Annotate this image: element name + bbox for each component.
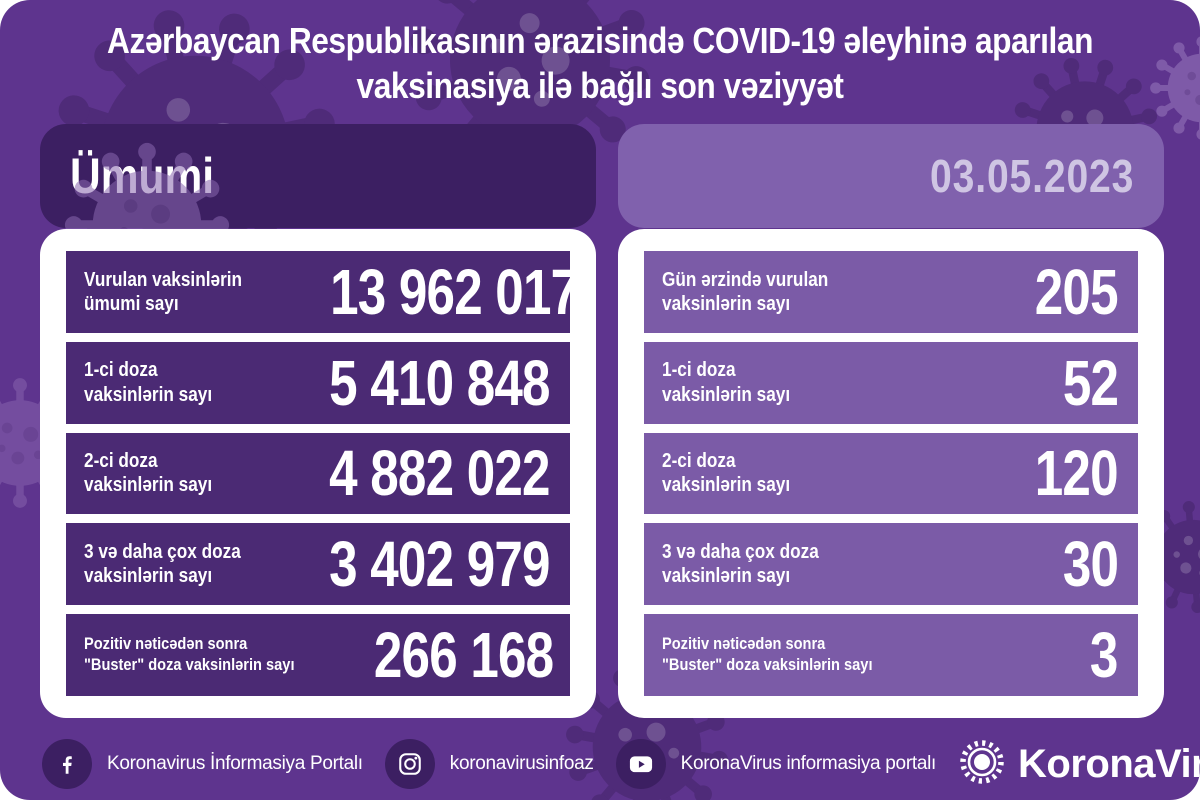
stat-value: 120 [1034, 437, 1119, 510]
stat-value: 3 [1090, 619, 1118, 692]
table-row: 1-ci doza vaksinlərin sayı 52 [644, 341, 1138, 424]
stat-label: 2-ci doza vaksinlərin sayı [84, 450, 213, 497]
right-panel-header: 03.05.2023 [618, 124, 1164, 228]
stat-value: 13 962 017 [329, 255, 579, 328]
footer: Koronavirus İnformasiya Portalı koronavi… [0, 728, 1200, 800]
stat-label: Gün ərzində vurulan vaksinlərin sayı [662, 268, 829, 315]
stat-label: 1-ci doza vaksinlərin sayı [84, 359, 213, 406]
facebook-icon [42, 739, 92, 789]
stat-label: Pozitiv nəticədən sonra "Buster" doza vak… [662, 634, 873, 675]
instagram-icon [384, 739, 435, 789]
table-row: Vurulan vaksinlərin ümumi sayı 13 962 017 [66, 251, 579, 333]
page-title: Azərbaycan Respublikasının ərazisində CO… [0, 18, 1200, 108]
left-panel-title: Ümumi [70, 148, 215, 204]
facebook-social-item: Koronavirus İnformasiya Portalı [42, 739, 363, 789]
youtube-social-item: KoronaVirus informasiya portalı [615, 739, 937, 789]
facebook-label: Koronavirus İnformasiya Portalı [107, 753, 363, 774]
date-label: 03.05.2023 [929, 150, 1134, 202]
stat-value: 52 [1062, 346, 1119, 419]
table-row: 2-ci doza vaksinlərin sayı 120 [644, 432, 1138, 515]
youtube-icon [615, 739, 666, 789]
table-row: 1-ci doza vaksinlərin sayı 5 410 848 [66, 341, 570, 424]
stat-value: 4 882 022 [329, 437, 550, 510]
title-line-1: Azərbaycan Respublikasının ərazisində CO… [107, 20, 1093, 61]
table-row: Pozitiv nəticədən sonra "Buster" doza vak… [644, 614, 1138, 696]
table-row: 3 və daha çox doza vaksinlərin sayı 30 [644, 523, 1138, 606]
stat-label: 1-ci doza vaksinlərin sayı [662, 359, 791, 406]
stat-value: 30 [1062, 528, 1119, 601]
title-line-2: vaksinasiya ilə bağlı son vəziyyət [356, 65, 844, 106]
right-panel-card: Gün ərzində vurulan vaksinlərin sayı 205 … [618, 229, 1164, 718]
stat-label: 3 və daha çox doza vaksinlərin sayı [662, 540, 819, 588]
table-row: Pozitiv nəticədən sonra "Buster" doza vak… [66, 614, 570, 696]
table-row: Gün ərzində vurulan vaksinlərin sayı 205 [644, 251, 1138, 333]
instagram-label: koronavirusinfoaz [449, 753, 594, 774]
stat-value: 3 402 979 [329, 528, 550, 601]
stat-label: Pozitiv nəticədən sonra "Buster" doza vak… [84, 634, 295, 675]
left-panel-header: Ümumi [40, 124, 596, 228]
table-row: 3 və daha çox doza vaksinlərin sayı 3 402… [66, 523, 570, 606]
instagram-social-item: koronavirusinfoaz [384, 739, 594, 789]
virus-logo-icon [958, 738, 1006, 791]
stat-value: 205 [1034, 255, 1119, 328]
youtube-label: KoronaVirus informasiya portalı [680, 753, 937, 774]
stat-value: 5 410 848 [329, 346, 550, 419]
table-row: 2-ci doza vaksinlərin sayı 4 882 022 [66, 432, 570, 515]
stat-value: 266 168 [373, 619, 554, 692]
stat-label: 3 və daha çox doza vaksinlərin sayı [84, 540, 241, 588]
left-panel-card: Vurulan vaksinlərin ümumi sayı 13 962 017… [40, 229, 596, 718]
stat-label: Vurulan vaksinlərin ümumi sayı [84, 268, 243, 315]
stat-label: 2-ci doza vaksinlərin sayı [662, 450, 791, 497]
